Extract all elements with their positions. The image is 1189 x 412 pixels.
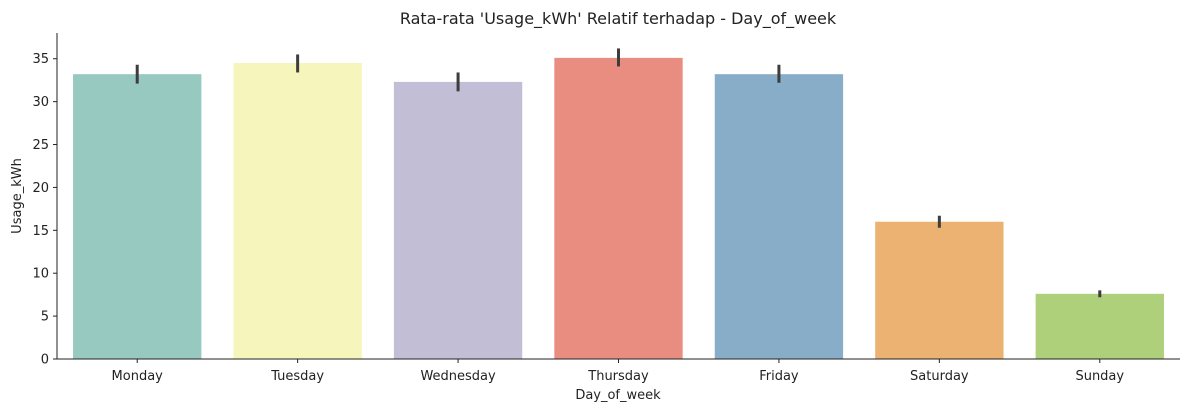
bar-sunday	[1035, 293, 1164, 359]
y-tick-label: 20	[32, 181, 49, 196]
bar-tuesday	[233, 63, 362, 360]
x-tick-label: Thursday	[587, 369, 649, 384]
bar-saturday	[875, 221, 1004, 359]
x-axis-ticks: Monday Tuesday Wednesday Thursday Friday Satu…	[112, 359, 1124, 384]
plot-area	[73, 48, 1164, 360]
y-axis-ticks: 0 5 10 15 20 25 30 35	[32, 52, 57, 368]
bar-wednesday	[393, 81, 523, 360]
y-tick-label: 0	[41, 353, 49, 368]
x-axis-label: Day_of_week	[575, 388, 661, 403]
chart-title: Rata-rata 'Usage_kWh' Relatif terhadap -…	[400, 9, 837, 29]
y-tick-label: 35	[32, 52, 49, 67]
y-tick-label: 30	[32, 95, 49, 110]
x-tick-label: Saturday	[910, 369, 969, 384]
x-tick-label: Friday	[759, 369, 799, 384]
y-tick-label: 25	[32, 138, 49, 153]
bar-friday	[714, 74, 844, 359]
y-tick-label: 10	[32, 267, 49, 282]
x-tick-label: Sunday	[1075, 369, 1124, 384]
x-tick-label: Tuesday	[270, 369, 324, 384]
y-axis-label: Usage_kWh	[10, 158, 25, 234]
bar-monday	[73, 74, 202, 359]
bar-thursday	[554, 57, 683, 360]
x-tick-label: Wednesday	[420, 369, 496, 384]
x-tick-label: Monday	[112, 369, 164, 384]
y-tick-label: 15	[32, 224, 49, 239]
y-tick-label: 5	[41, 310, 49, 325]
